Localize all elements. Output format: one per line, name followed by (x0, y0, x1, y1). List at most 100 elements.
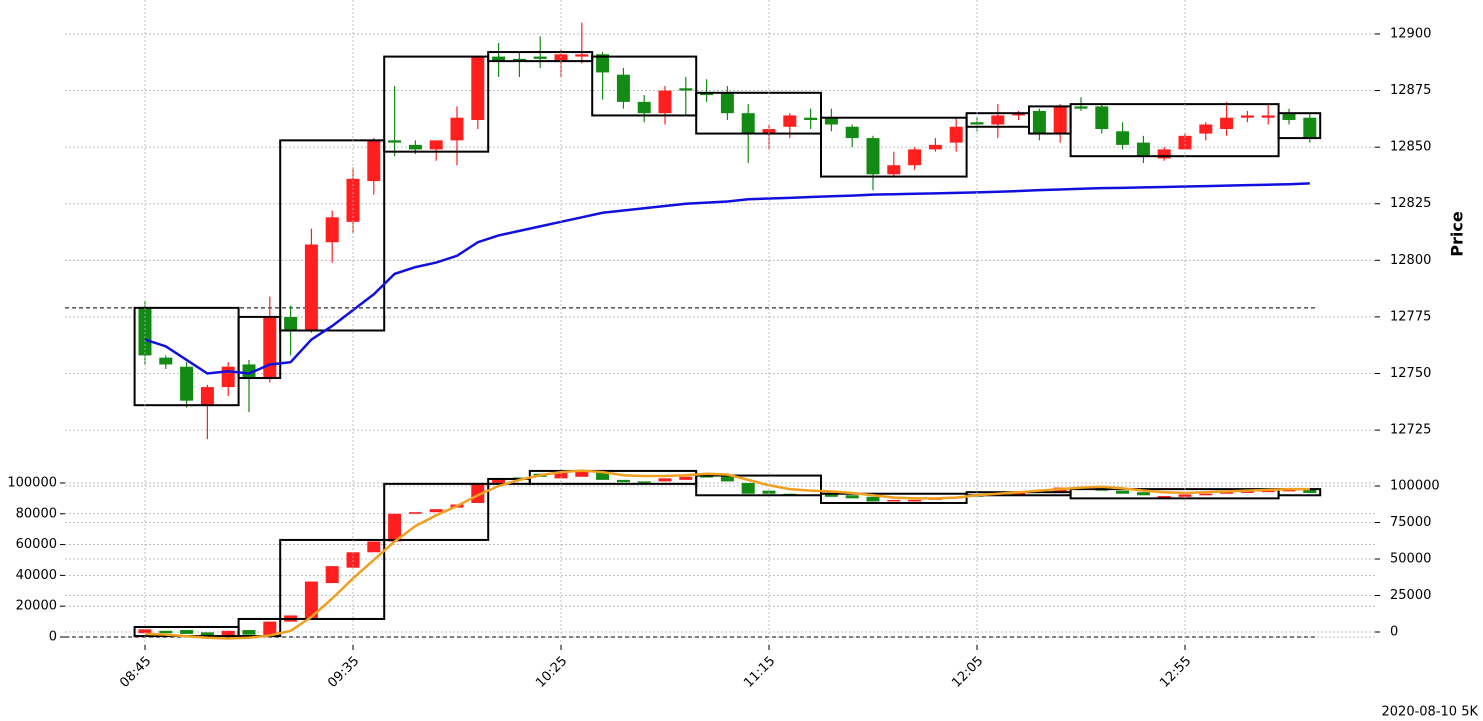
candle-body (429, 509, 443, 513)
y2-tick-label: 75000 (1390, 515, 1431, 530)
candle-body (700, 92, 714, 96)
range-box (695, 474, 823, 497)
candle-body (596, 54, 610, 73)
candle-body (367, 541, 381, 553)
candle-body (1116, 490, 1130, 494)
candle-body (783, 115, 797, 127)
candle-body (679, 476, 693, 480)
candle-body (180, 366, 194, 401)
candle-body (887, 165, 901, 175)
range-box (1277, 112, 1322, 140)
candle-body (1261, 115, 1275, 118)
y-tick-label: 12750 (1390, 366, 1431, 381)
candle-body (679, 88, 693, 91)
x-tick-label: 08:45 (117, 654, 154, 691)
candle-body (658, 478, 672, 482)
candle-body (1220, 117, 1234, 130)
candle-body (824, 117, 838, 125)
candle-body (284, 316, 298, 331)
candle-body (180, 630, 194, 634)
y-tick-label: 12850 (1390, 140, 1431, 155)
candle-body (575, 470, 589, 477)
candle-body (804, 117, 818, 120)
candle-body (221, 366, 235, 388)
range-box (695, 91, 823, 135)
candle-body (596, 472, 610, 480)
y-tick-label: 80000 (16, 506, 57, 521)
candle-body (1053, 106, 1067, 134)
candle-body (533, 56, 547, 59)
candle-body (1136, 142, 1150, 157)
y-tick-label: 12825 (1390, 196, 1431, 211)
y-tick-label: 12800 (1390, 253, 1431, 268)
y2-tick-label: 25000 (1390, 588, 1431, 603)
candle-body (616, 74, 630, 102)
candle-body (845, 495, 859, 499)
candle-body (1136, 492, 1150, 496)
candle-body (1220, 492, 1234, 494)
candle-body (242, 364, 256, 379)
candle-body (388, 513, 402, 542)
candle-body (138, 307, 152, 356)
candle-body (325, 566, 339, 584)
footer: 2020-08-10 5K (1382, 705, 1479, 720)
candle-body (492, 56, 506, 62)
candle-body (1095, 106, 1109, 130)
y-tick-label: 60000 (16, 537, 57, 552)
candle-body (554, 472, 568, 479)
candle-body (866, 138, 880, 175)
candle-body (1178, 494, 1192, 497)
candle-body (1032, 110, 1046, 134)
y-tick-label: 100000 (7, 475, 57, 490)
candle-body (949, 126, 963, 143)
x-tick-label: 11:15 (741, 654, 778, 691)
candle-body (1157, 149, 1171, 159)
candle-body (908, 149, 922, 166)
candle-body (200, 632, 214, 636)
candle-body (1282, 113, 1296, 120)
y-tick-label: 12900 (1390, 26, 1431, 41)
candle-body (1012, 113, 1026, 116)
range-box (279, 538, 386, 620)
x-tick-label: 10:25 (533, 654, 570, 691)
y-tick-label: 12725 (1390, 423, 1431, 438)
candle-body (1282, 489, 1296, 492)
range-box (279, 139, 386, 332)
range-box (383, 55, 490, 153)
y2-tick-label: 50000 (1390, 551, 1431, 566)
x-tick-label: 12:55 (1157, 654, 1194, 691)
y-tick-label: 12875 (1390, 83, 1431, 98)
candle-body (1012, 492, 1026, 495)
candle-body (242, 630, 256, 635)
candle-body (762, 129, 776, 134)
candle-body (1303, 488, 1317, 493)
candle-body (492, 478, 506, 483)
y2-tick-label: 0 (1390, 625, 1398, 640)
y-tick-label: 0 (49, 629, 57, 644)
candle-body (970, 122, 984, 125)
candle-body (263, 621, 277, 636)
candle-body (658, 90, 672, 114)
y-tick-label: 12775 (1390, 309, 1431, 324)
candle-body (1240, 115, 1254, 118)
moving-average (144, 182, 1310, 375)
range-box (820, 116, 968, 178)
y-axis-label: Price (1448, 211, 1467, 257)
y-tick-label: 20000 (16, 599, 57, 614)
candle-body (304, 244, 318, 331)
y2-tick-label: 100000 (1390, 478, 1440, 493)
candle-body (1157, 496, 1171, 498)
moving-average (144, 469, 1310, 640)
candle-body (408, 144, 422, 150)
candle-body (908, 499, 922, 502)
candle-body (720, 475, 734, 482)
candle-body (616, 479, 630, 483)
candle-body (637, 101, 651, 114)
candle-body (887, 499, 901, 502)
candle-body (1178, 135, 1192, 150)
candle-body (824, 493, 838, 497)
candle-body (741, 482, 755, 494)
range-box (237, 315, 282, 380)
candle-body (1116, 131, 1130, 145)
